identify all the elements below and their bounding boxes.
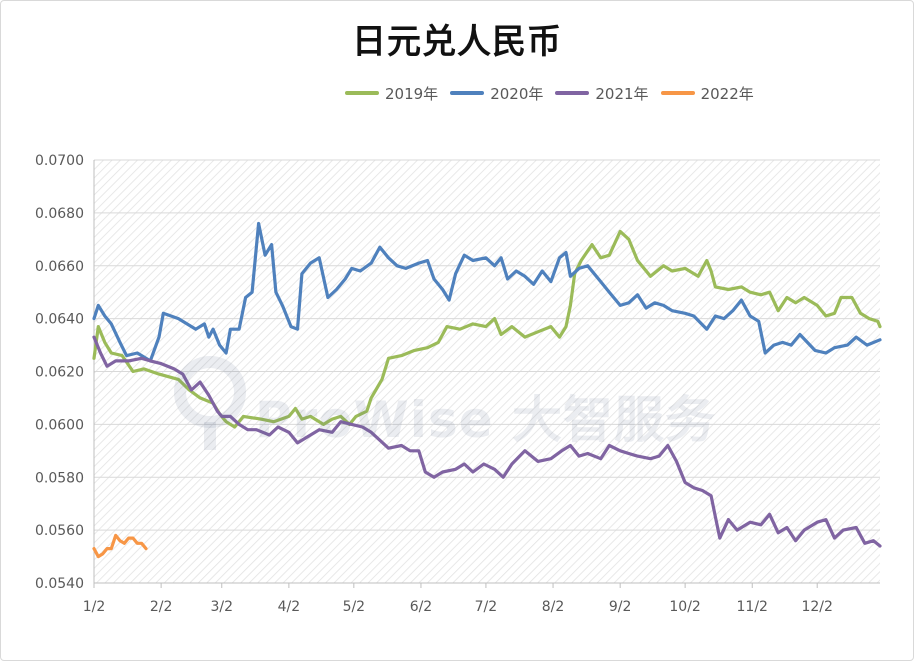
y-tick-label: 0.0620 [35, 365, 84, 381]
x-tick-label: 6/2 [410, 599, 433, 615]
legend-item: 2020年 [450, 83, 543, 104]
legend-swatch [555, 91, 590, 95]
x-tick-label: 12/2 [801, 599, 832, 615]
x-tick-label: 4/2 [278, 599, 301, 615]
legend: 2019年 2020年 2021年 2022年 [345, 83, 754, 103]
legend-swatch [450, 91, 485, 95]
legend-label: 2020年 [490, 84, 544, 103]
series-line-2020年 [92, 221, 882, 363]
y-tick-label: 0.0540 [35, 576, 84, 592]
x-tick-label: 3/2 [210, 599, 233, 615]
legend-item: 2019年 [345, 83, 438, 104]
legend-label: 2019年 [385, 84, 439, 103]
legend-swatch [660, 91, 695, 95]
legend-label: 2021年 [595, 84, 649, 103]
series-line-2022年 [92, 533, 148, 559]
chart-title: 日元兑人民币 [352, 22, 562, 62]
y-tick-label: 0.0700 [35, 153, 84, 169]
x-tick-label: 1/2 [83, 599, 106, 615]
x-tick-label: 10/2 [669, 599, 700, 615]
x-tick-label: 7/2 [475, 599, 498, 615]
legend-label: 2022年 [700, 84, 754, 103]
series-line-2019年 [92, 229, 882, 429]
y-tick-label: 0.0680 [35, 206, 84, 222]
x-tick-label: 2/2 [150, 599, 173, 615]
x-tick-label: 5/2 [343, 599, 366, 615]
y-tick-label: 0.0580 [35, 470, 84, 486]
legend-item: 2021年 [555, 83, 649, 104]
y-tick-label: 0.0640 [35, 312, 84, 328]
x-tick-label: 11/2 [737, 599, 768, 615]
y-tick-label: 0.0560 [35, 523, 84, 539]
series-line-2021年 [92, 335, 882, 548]
legend-swatch [345, 91, 379, 95]
x-tick-label: 9/2 [609, 599, 632, 615]
y-tick-label: 0.0600 [35, 417, 84, 433]
legend-item: 2022年 [660, 83, 754, 104]
y-tick-label: 0.0660 [35, 259, 84, 275]
x-tick-label: 8/2 [542, 599, 565, 615]
